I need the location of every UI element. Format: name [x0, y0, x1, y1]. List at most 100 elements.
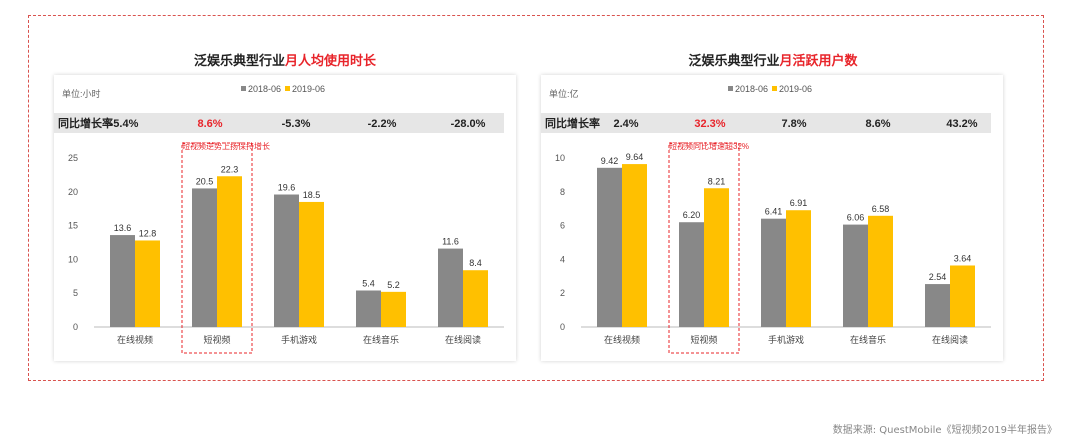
x-tick-label: 在线阅读 — [932, 334, 968, 345]
yoy-value: 32.3% — [694, 118, 725, 130]
y-tick-label: 10 — [555, 153, 565, 163]
y-tick-label: 0 — [560, 322, 565, 332]
legend-swatch-0 — [728, 86, 733, 91]
legend-label-1: 2019-06 — [292, 84, 325, 94]
bar-value-label: 5.4 — [362, 278, 375, 288]
bar — [217, 176, 242, 327]
bar — [843, 224, 868, 327]
bar — [761, 218, 786, 327]
highlight-box — [668, 142, 740, 354]
bar — [438, 248, 463, 327]
bar — [356, 290, 381, 327]
bar-value-label: 6.20 — [683, 210, 701, 220]
bar-value-label: 6.06 — [847, 213, 865, 223]
bar — [110, 235, 135, 327]
bar-value-label: 6.91 — [790, 198, 808, 208]
yoy-band — [541, 113, 991, 133]
y-tick-label: 20 — [68, 187, 78, 197]
right-chart-svg: 单位:亿 2018-06 2019-06 同比增长率 2.4% 32.3% 7.8% 8.6%… — [541, 84, 991, 354]
bar — [274, 194, 299, 327]
bar-value-label: 9.64 — [626, 152, 644, 162]
yoy-value: -5.3% — [282, 118, 311, 130]
bar-value-label: 8.21 — [708, 176, 726, 186]
y-tick-label: 25 — [68, 153, 78, 163]
highlight-annotation: 短视频同比增速超32% — [669, 141, 749, 151]
y-tick-label: 10 — [68, 254, 78, 264]
y-tick-label: 8 — [560, 187, 565, 197]
bar — [135, 240, 160, 327]
right-title-black: 泛娱乐典型行业 — [688, 54, 780, 69]
bar-value-label: 13.6 — [114, 223, 132, 233]
bar-value-label: 12.8 — [139, 228, 157, 238]
yoy-value: -5.4% — [110, 118, 139, 130]
yoy-value: -28.0% — [451, 118, 486, 130]
yoy-row-label: 同比增长率 — [545, 116, 600, 130]
y-tick-label: 2 — [560, 288, 565, 298]
left-title-red: 月人均使用时长 — [285, 54, 377, 69]
legend-swatch-0 — [241, 86, 246, 91]
bar-value-label: 20.5 — [196, 176, 214, 186]
bar — [950, 265, 975, 327]
x-tick-label: 手机游戏 — [281, 334, 317, 345]
bar-value-label: 18.5 — [303, 190, 321, 200]
x-tick-label: 短视频 — [203, 334, 230, 345]
yoy-row-label: 同比增长率 — [58, 116, 113, 130]
bar-value-label: 8.4 — [469, 258, 482, 268]
highlight-box — [181, 142, 253, 354]
yoy-value: 2.4% — [613, 118, 638, 130]
bar-value-label: 3.64 — [954, 253, 972, 263]
bar — [597, 167, 622, 327]
left-title-black: 泛娱乐典型行业 — [193, 54, 285, 69]
bar — [704, 188, 729, 327]
yoy-value: 8.6% — [197, 118, 222, 130]
y-tick-label: 15 — [68, 221, 78, 231]
right-chart-title: 泛娱乐典型行业月活跃用户数 — [543, 50, 1003, 69]
unit-label: 单位:小时 — [62, 88, 101, 99]
bar — [192, 188, 217, 327]
left-chart-title: 泛娱乐典型行业月人均使用时长 — [55, 50, 515, 69]
y-tick-label: 6 — [560, 221, 565, 231]
unit-label: 单位:亿 — [549, 88, 579, 99]
bar-value-label: 2.54 — [929, 272, 947, 282]
legend-label-0: 2018-06 — [735, 84, 768, 94]
bar-value-label: 22.3 — [221, 164, 239, 174]
y-tick-label: 5 — [73, 288, 78, 298]
bar-value-label: 9.42 — [601, 156, 619, 166]
bar-value-label: 5.2 — [387, 280, 400, 290]
legend-label-0: 2018-06 — [248, 84, 281, 94]
x-tick-label: 短视频 — [690, 334, 717, 345]
yoy-value: -2.2% — [368, 118, 397, 130]
right-title-red: 月活跃用户数 — [779, 54, 858, 69]
yoy-value: 43.2% — [946, 118, 977, 130]
highlight-annotation: 短视频逆势上扬保持增长 — [182, 141, 270, 151]
bar — [622, 164, 647, 327]
yoy-value: 8.6% — [865, 118, 890, 130]
bar — [868, 215, 893, 327]
bar — [299, 201, 324, 327]
bar — [679, 222, 704, 327]
y-tick-label: 4 — [560, 254, 565, 264]
bar-value-label: 11.6 — [442, 237, 459, 247]
bar — [786, 210, 811, 327]
legend-swatch-1 — [772, 86, 777, 91]
bar-value-label: 6.41 — [765, 207, 783, 217]
legend-label-1: 2019-06 — [779, 84, 812, 94]
bar — [463, 270, 488, 327]
right-chart-panel: 单位:亿 2018-06 2019-06 同比增长率 2.4% 32.3% 7.8% 8.6%… — [541, 75, 1003, 361]
bar — [381, 291, 406, 327]
data-source: 数据来源: QuestMobile《短视频2019半年报告》 — [832, 425, 1057, 436]
x-tick-label: 在线视频 — [604, 334, 640, 345]
x-tick-label: 在线阅读 — [445, 334, 481, 345]
bar-value-label: 19.6 — [278, 183, 296, 193]
x-tick-label: 手机游戏 — [768, 334, 804, 345]
yoy-value: 7.8% — [781, 118, 806, 130]
left-chart-svg: 单位:小时 2018-06 2019-06 同比增长率-5.4% 8.6% -5.3% -2… — [54, 84, 504, 354]
yoy-band — [54, 113, 504, 133]
bar-value-label: 6.58 — [872, 204, 890, 214]
x-tick-label: 在线音乐 — [850, 334, 886, 345]
left-chart-panel: 单位:小时 2018-06 2019-06 同比增长率 -5.4% 8.6% -5.3% -2… — [54, 75, 516, 361]
y-tick-label: 0 — [73, 322, 78, 332]
bar — [925, 284, 950, 327]
legend-swatch-1 — [285, 86, 290, 91]
report-frame — [28, 15, 1044, 381]
